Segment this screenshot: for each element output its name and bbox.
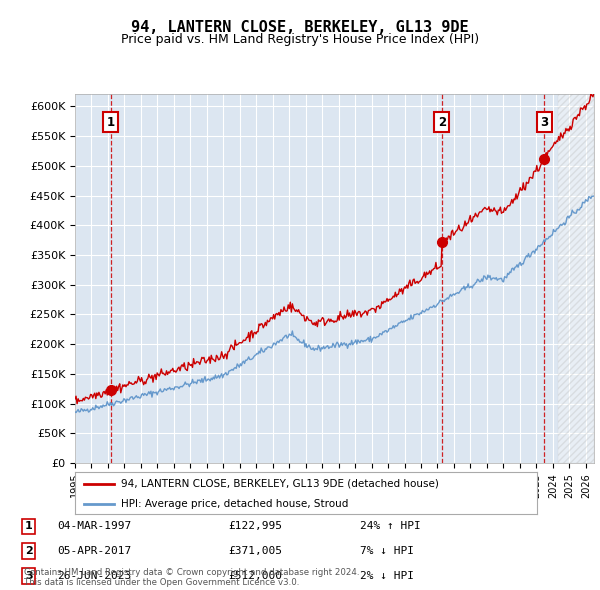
Text: HPI: Average price, detached house, Stroud: HPI: Average price, detached house, Stro… [121, 499, 349, 509]
Text: 24% ↑ HPI: 24% ↑ HPI [360, 522, 421, 531]
Text: £512,000: £512,000 [228, 571, 282, 581]
Text: 3: 3 [540, 116, 548, 129]
Text: 26-JUN-2023: 26-JUN-2023 [57, 571, 131, 581]
Text: Price paid vs. HM Land Registry's House Price Index (HPI): Price paid vs. HM Land Registry's House … [121, 33, 479, 46]
Text: 7% ↓ HPI: 7% ↓ HPI [360, 546, 414, 556]
Text: 2% ↓ HPI: 2% ↓ HPI [360, 571, 414, 581]
Text: 2: 2 [25, 546, 32, 556]
Text: 05-APR-2017: 05-APR-2017 [57, 546, 131, 556]
Text: 3: 3 [25, 571, 32, 581]
Text: 94, LANTERN CLOSE, BERKELEY, GL13 9DE (detached house): 94, LANTERN CLOSE, BERKELEY, GL13 9DE (d… [121, 479, 439, 489]
Text: £122,995: £122,995 [228, 522, 282, 531]
Text: Contains HM Land Registry data © Crown copyright and database right 2024.: Contains HM Land Registry data © Crown c… [24, 568, 359, 577]
Text: 2: 2 [437, 116, 446, 129]
Text: 1: 1 [107, 116, 115, 129]
Text: £371,005: £371,005 [228, 546, 282, 556]
Text: This data is licensed under the Open Government Licence v3.0.: This data is licensed under the Open Gov… [24, 578, 299, 587]
Text: 94, LANTERN CLOSE, BERKELEY, GL13 9DE: 94, LANTERN CLOSE, BERKELEY, GL13 9DE [131, 20, 469, 35]
Text: 1: 1 [25, 522, 32, 531]
Text: 04-MAR-1997: 04-MAR-1997 [57, 522, 131, 531]
